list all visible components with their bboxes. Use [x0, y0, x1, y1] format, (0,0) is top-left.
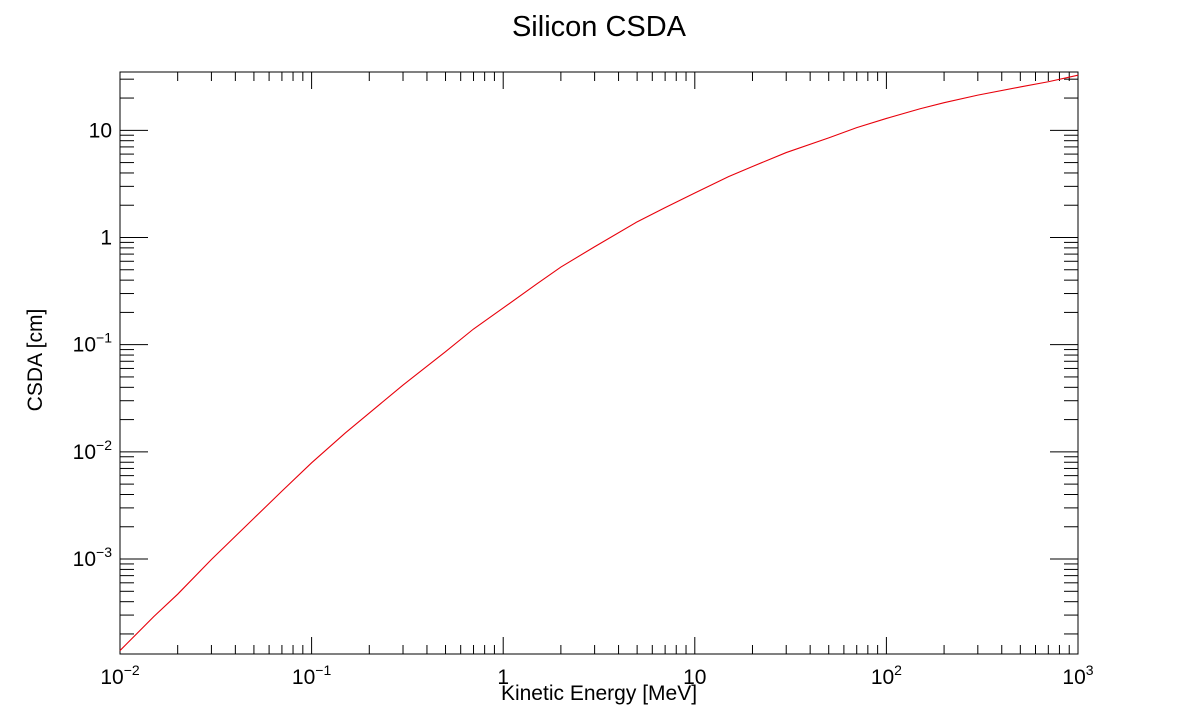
x-tick-label: 10−2 — [100, 662, 140, 689]
x-tick-label: 103 — [1062, 662, 1093, 689]
x-tick-label: 10 — [683, 666, 706, 689]
series-layer — [119, 74, 1079, 651]
chart-title: Silicon CSDA — [512, 11, 687, 43]
y-axis-title: CSDA [cm] — [24, 309, 47, 412]
plot-frame — [119, 71, 1079, 655]
y-tick-label: 10−2 — [73, 437, 113, 464]
y-axis-tick-labels: 10−3 10−2 10−1 1 10 — [73, 119, 113, 571]
x-tick-label: 10−1 — [292, 662, 332, 689]
y-tick-label: 10−3 — [73, 544, 113, 571]
series-line-0 — [119, 74, 1079, 651]
x-tick-label: 1 — [497, 666, 509, 689]
y-tick-label: 10 — [89, 119, 112, 142]
x-axis-title: Kinetic Energy [MeV] — [501, 682, 697, 705]
x-axis-tick-labels: 10−2 10−1 1 10 102 103 — [100, 662, 1093, 689]
y-tick-label: 10−1 — [73, 330, 113, 357]
x-axis-ticks — [119, 72, 1079, 654]
y-axis-ticks — [120, 78, 1078, 635]
y-tick-label: 1 — [100, 226, 112, 249]
x-tick-label: 102 — [871, 662, 902, 689]
